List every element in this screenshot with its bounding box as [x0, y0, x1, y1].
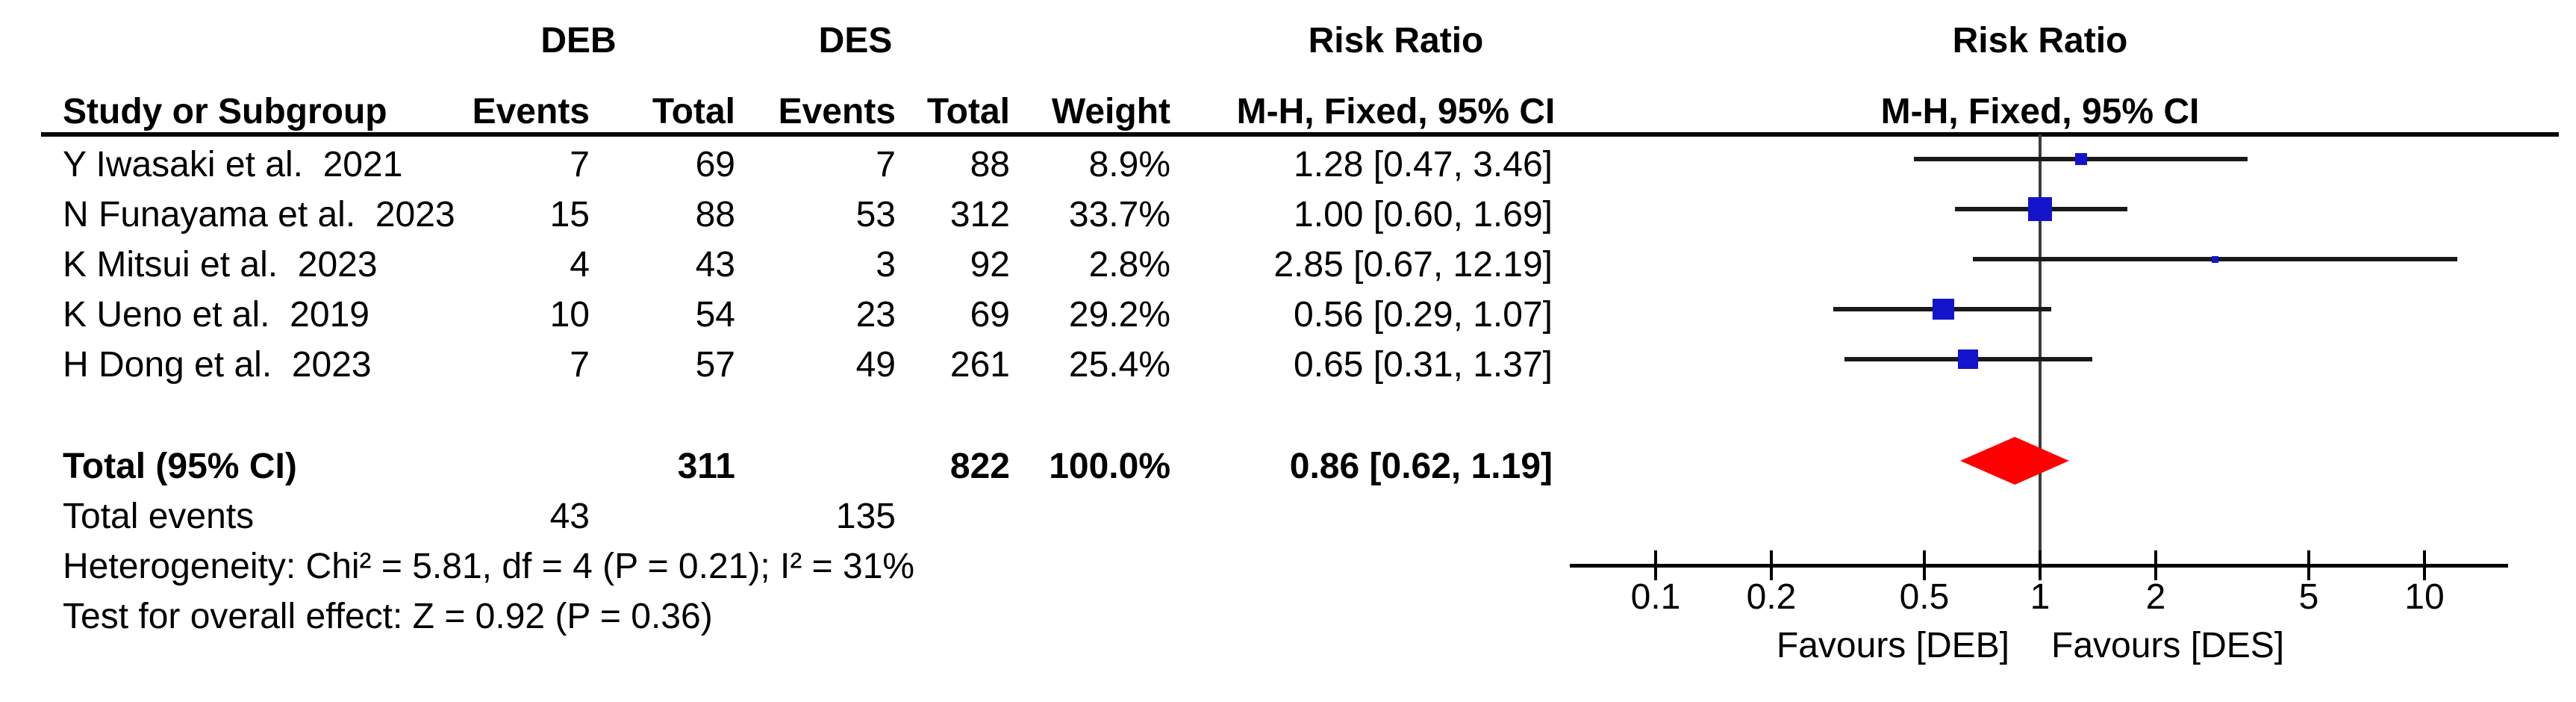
favours-left-label: Favours [DEB] [1776, 626, 2009, 665]
total-deb-n: 311 [677, 447, 735, 486]
col-header-deb-events: Events [472, 92, 590, 131]
study-rr-ci: 0.56 [0.29, 1.07] [1294, 295, 1553, 335]
study-deb-total: 43 [695, 245, 735, 285]
axis-tick-label: 1 [2030, 577, 2050, 617]
study-weight: 33.7% [1068, 195, 1170, 234]
total-rr-ci: 0.86 [0.62, 1.19] [1289, 447, 1553, 486]
col-header-mh-left: M-H, Fixed, 95% CI [1236, 92, 1556, 131]
col-header-weight: Weight [1051, 92, 1170, 131]
effect-square [2075, 153, 2088, 165]
col-header-mh-right: M-H, Fixed, 95% CI [1880, 92, 2200, 131]
group-header-deb: DEB [540, 21, 617, 60]
favours-right-label: Favours [DES] [2051, 626, 2285, 665]
axis-tick-label: 0.1 [1630, 577, 1681, 617]
heterogeneity-note: Heterogeneity: Chi² = 5.81, df = 4 (P = … [63, 547, 915, 586]
study-name: K Mitsui et al. 2023 [63, 245, 378, 285]
study-des-events: 49 [855, 345, 896, 385]
total-des-n: 822 [949, 447, 1010, 486]
study-name: N Funayama et al. 2023 [63, 195, 455, 234]
col-header-deb-total: Total [652, 92, 735, 131]
study-des-total: 312 [949, 195, 1010, 234]
effect-square [2211, 255, 2218, 263]
study-weight: 25.4% [1068, 345, 1170, 385]
study-deb-total: 69 [695, 145, 735, 184]
axis-tick [1770, 550, 1774, 580]
study-rr-ci: 1.28 [0.47, 3.46] [1294, 145, 1553, 184]
header-separator-line [41, 132, 2559, 137]
study-deb-total: 54 [695, 295, 735, 335]
study-des-total: 88 [970, 145, 1010, 184]
axis-tick-label: 0.5 [1899, 577, 1950, 617]
study-name: Y Iwasaki et al. 2021 [63, 145, 403, 184]
study-deb-events: 10 [549, 295, 590, 335]
col-header-study: Study or Subgroup [63, 92, 387, 131]
total-events-label: Total events [63, 497, 255, 536]
study-des-events: 3 [876, 245, 896, 285]
study-rr-ci: 2.85 [0.67, 12.19] [1273, 245, 1553, 285]
study-weight: 8.9% [1088, 145, 1170, 184]
total-events-deb: 43 [549, 497, 590, 536]
study-deb-total: 88 [695, 195, 735, 234]
study-deb-events: 7 [570, 345, 590, 385]
axis-tick [2423, 550, 2426, 580]
risk-ratio-header-left: Risk Ratio [1308, 21, 1484, 60]
study-weight: 29.2% [1068, 295, 1170, 335]
axis-tick [1654, 550, 1657, 580]
col-header-des-total: Total [926, 92, 1010, 131]
col-header-des-events: Events [778, 92, 896, 131]
study-deb-events: 4 [570, 245, 590, 285]
effect-square [1958, 349, 1979, 370]
total-label: Total (95% CI) [63, 447, 297, 486]
study-deb-events: 15 [549, 195, 590, 234]
total-weight: 100.0% [1049, 447, 1170, 486]
study-rr-ci: 1.00 [0.60, 1.69] [1294, 195, 1553, 234]
axis-tick-label: 10 [2404, 577, 2445, 617]
study-name: K Ueno et al. 2019 [63, 295, 369, 335]
group-header-des: DES [818, 21, 893, 60]
study-des-events: 7 [876, 145, 896, 184]
axis-tick [2039, 550, 2042, 580]
study-weight: 2.8% [1088, 245, 1170, 285]
study-des-total: 261 [949, 345, 1010, 385]
axis-tick-label: 5 [2298, 577, 2319, 617]
study-deb-total: 57 [695, 345, 735, 385]
total-diamond [1960, 437, 2069, 485]
study-des-total: 69 [970, 295, 1010, 335]
risk-ratio-header-right: Risk Ratio [1952, 21, 2128, 60]
axis-tick [1922, 550, 1926, 580]
study-des-total: 92 [970, 245, 1010, 285]
effect-square [2028, 197, 2052, 221]
axis-tick [2154, 550, 2158, 580]
axis-tick [2307, 550, 2310, 580]
overall-effect-note: Test for overall effect: Z = 0.92 (P = 0… [63, 597, 713, 636]
study-des-events: 23 [855, 295, 896, 335]
study-des-events: 53 [855, 195, 896, 234]
effect-square [1932, 298, 1954, 320]
axis-tick-label: 2 [2145, 577, 2166, 617]
study-rr-ci: 0.65 [0.31, 1.37] [1294, 345, 1553, 385]
null-effect-line [2039, 134, 2042, 565]
study-deb-events: 7 [570, 145, 590, 184]
axis-tick-label: 0.2 [1746, 577, 1797, 617]
study-name: H Dong et al. 2023 [63, 345, 372, 385]
total-events-des: 135 [835, 497, 896, 536]
